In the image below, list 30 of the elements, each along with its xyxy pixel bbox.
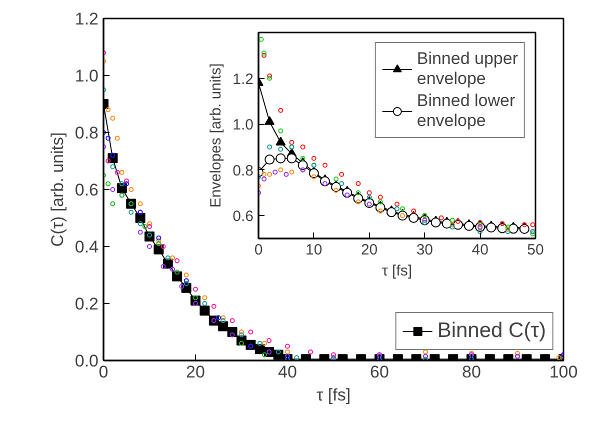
- y-tick-label: 0.6: [74, 180, 99, 200]
- x-tick-label: 10: [306, 242, 322, 258]
- legend-label: Binned C(τ): [437, 319, 546, 343]
- y-tick-label: 0.0: [74, 352, 99, 370]
- x-tick-label: 100: [549, 362, 578, 382]
- y-tick-label: 0.6: [232, 208, 254, 226]
- y-tick-label: 0.8: [74, 124, 99, 142]
- y-tick-label: 0.2: [74, 294, 99, 314]
- legend-label: Binned lower envelope: [416, 91, 516, 131]
- y-axis-title: Envelopes [arb. units]: [208, 63, 225, 208]
- x-tick-label: 0: [98, 362, 108, 382]
- y-tick-label: 1.2: [74, 10, 99, 28]
- y-tick-label: 0.4: [74, 238, 99, 256]
- y-tick-label: 0.8: [232, 162, 254, 180]
- x-tick-label: 30: [416, 242, 434, 258]
- x-axis-title: τ [fs]: [316, 386, 351, 404]
- x-tick-label: 40: [472, 242, 488, 258]
- y-tick-label: 1.0: [232, 116, 254, 134]
- y-tick-label: 1.0: [74, 66, 99, 86]
- y-tick-label: 1.2: [232, 70, 254, 88]
- x-tick-label: 20: [360, 242, 378, 258]
- x-tick-label: 20: [186, 362, 205, 382]
- x-tick-label: 80: [462, 362, 481, 382]
- x-tick-label: 60: [370, 362, 389, 382]
- x-tick-label: 40: [278, 362, 297, 382]
- x-tick-label: 50: [527, 242, 544, 258]
- y-axis-title: C(τ) [arb. units]: [48, 132, 67, 247]
- x-tick-label: 0: [254, 242, 263, 258]
- x-axis-title: τ [fs]: [382, 262, 412, 280]
- legend-label: Binned upper envelope: [416, 49, 518, 89]
